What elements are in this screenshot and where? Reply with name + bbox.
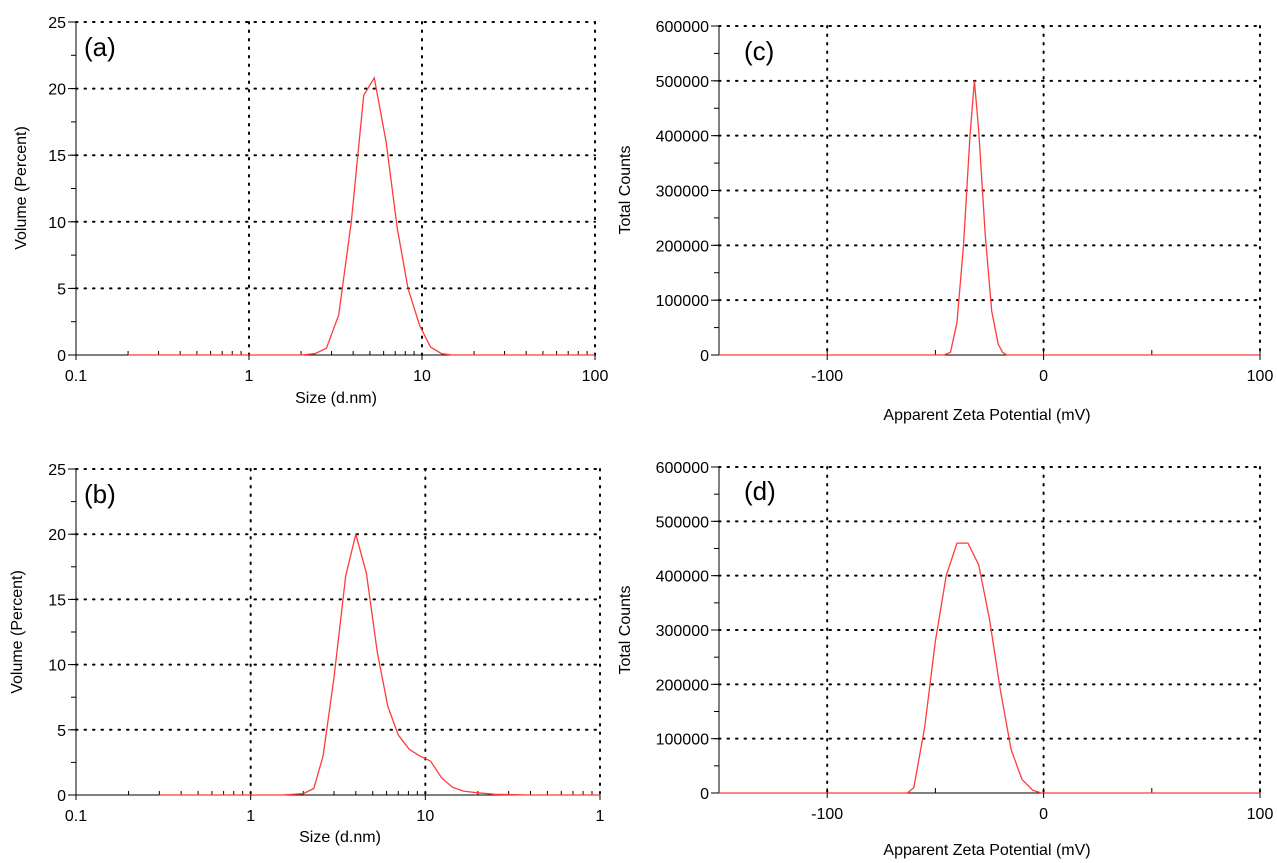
panel-a: 0.1 1 10 100 0 5 10 15 20 25 (a) Size (d.nm) Vol… — [13, 15, 608, 407]
panel-c-ytick-label: 300000 — [656, 184, 709, 201]
panel-b-yticks: 0 5 10 15 20 25 — [48, 462, 76, 805]
panel-b-ytick-label: 10 — [48, 658, 66, 675]
panel-c-yticks: 0 100000 200000 300000 400000 500000 600000 — [656, 19, 719, 365]
panel-d-ytick-label: 600000 — [656, 460, 709, 477]
panel-a-ytick-label: 15 — [48, 148, 66, 165]
panel-a-tag: (a) — [84, 32, 116, 62]
panel-a-xtick-label: 100 — [582, 368, 609, 385]
panel-b: 0.1 1 10 1 0 5 10 15 20 25 (b) Size (d.nm) Volum… — [9, 462, 605, 846]
panel-a-xticks: 0.1 1 10 100 — [65, 355, 609, 385]
panel-c-ytick-label: 400000 — [656, 129, 709, 146]
panel-a-xtick-label: 0.1 — [65, 368, 87, 385]
panel-c-ytick-label: 200000 — [656, 238, 709, 255]
panel-a-ytick-label: 10 — [48, 215, 66, 232]
panel-d-ytick-label: 300000 — [656, 623, 709, 640]
panel-b-ytick-label: 0 — [57, 788, 66, 805]
panel-a-xtick-label: 1 — [245, 368, 254, 385]
panel-c: -100 0 100 0 100000 200000 300000 400000 500000… — [617, 19, 1273, 424]
panel-c-ytick-label: 0 — [700, 348, 709, 365]
panel-a-ytick-label: 0 — [57, 348, 66, 365]
panel-d-xtick-label: -100 — [811, 806, 843, 823]
panel-b-series-line — [159, 534, 600, 796]
panel-d-tag: (d) — [744, 476, 776, 506]
panel-b-grid — [75, 468, 601, 796]
panel-c-tag: (c) — [744, 36, 774, 66]
panel-d-ytick-label: 500000 — [656, 514, 709, 531]
panel-d-xlabel: Apparent Zeta Potential (mV) — [883, 842, 1090, 859]
panel-d-series-line — [719, 542, 1260, 794]
panel-a-ytick-label: 20 — [48, 82, 66, 99]
panel-d-ytick-label: 0 — [700, 786, 709, 803]
panel-d-grid — [718, 466, 1261, 794]
panel-d: -100 0 100 0 100000 200000 300000 400000 500000… — [617, 460, 1273, 859]
panel-b-xtick-label: 1 — [596, 808, 605, 825]
panel-b-ytick-label: 20 — [48, 527, 66, 544]
panel-d-ytick-label: 100000 — [656, 732, 709, 749]
panel-b-xticks: 0.1 1 10 1 — [65, 795, 605, 825]
panel-b-ytick-label: 25 — [48, 462, 66, 479]
panel-a-ytick-label: 25 — [48, 15, 66, 32]
panel-d-ylabel: Total Counts — [617, 586, 634, 675]
panel-d-yticks: 0 100000 200000 300000 400000 500000 600000 — [656, 460, 719, 803]
panel-d-ytick-label: 200000 — [656, 677, 709, 694]
panel-a-series-line — [128, 76, 595, 356]
panel-d-ytick-label: 400000 — [656, 569, 709, 586]
panel-b-xlabel: Size (d.nm) — [299, 829, 381, 846]
panel-b-ytick-label: 5 — [57, 723, 66, 740]
panel-a-xtick-label: 10 — [413, 368, 431, 385]
panel-d-xticks: -100 0 100 — [811, 793, 1273, 823]
panel-b-tag: (b) — [84, 479, 116, 509]
panel-a-xlabel: Size (d.nm) — [295, 390, 377, 407]
panel-a-ytick-label: 5 — [57, 281, 66, 298]
panel-d-xtick-label: 0 — [1039, 806, 1048, 823]
panel-c-ytick-label: 500000 — [656, 74, 709, 91]
panel-a-yticks: 0 5 10 15 20 25 — [48, 15, 76, 365]
panel-b-axes — [71, 469, 600, 796]
panel-b-xtick-label: 0.1 — [65, 808, 87, 825]
panel-c-xlabel: Apparent Zeta Potential (mV) — [883, 407, 1090, 424]
panel-b-xtick-label: 10 — [416, 808, 434, 825]
panel-c-ylabel: Total Counts — [617, 146, 634, 235]
panel-d-xtick-label: 100 — [1247, 806, 1274, 823]
panel-c-xtick-label: 100 — [1247, 368, 1274, 385]
panel-a-grid — [75, 21, 596, 356]
panel-c-ytick-label: 600000 — [656, 19, 709, 36]
panel-c-xtick-label: 0 — [1039, 368, 1048, 385]
panel-c-grid — [718, 25, 1261, 356]
panel-c-series-line — [719, 80, 1260, 356]
panel-b-ytick-label: 15 — [48, 592, 66, 609]
panel-c-xtick-label: -100 — [811, 368, 843, 385]
panel-a-axes — [71, 22, 595, 356]
panel-b-xtick-label: 1 — [246, 808, 255, 825]
panel-a-ylabel: Volume (Percent) — [13, 126, 30, 250]
panel-c-xticks: -100 0 100 — [811, 355, 1273, 385]
panel-c-ytick-label: 100000 — [656, 293, 709, 310]
panel-b-ylabel: Volume (Percent) — [9, 570, 26, 694]
